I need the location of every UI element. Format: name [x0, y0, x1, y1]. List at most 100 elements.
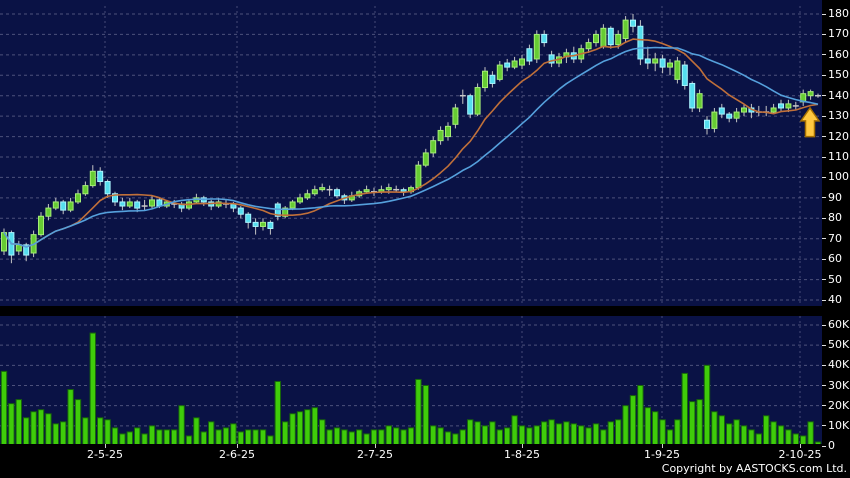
price-axis-label-text: 150 [828, 68, 849, 82]
price-axis-label-text: 70 [828, 231, 842, 245]
candle-down [718, 107, 725, 115]
volume-bar [585, 427, 592, 444]
volume-chart [0, 316, 822, 444]
price-axis-label: 150 [822, 68, 849, 81]
volume-bar [785, 429, 792, 444]
volume-bar [259, 429, 267, 444]
price-axis-label-text: 80 [828, 211, 842, 225]
volume-bar [178, 405, 185, 444]
candle-down [644, 58, 651, 64]
volume-axis-label: 40K [822, 358, 849, 371]
candle-up [482, 70, 488, 89]
volume-bar [289, 413, 296, 444]
price-axis-label: 90 [822, 191, 842, 204]
price-axis-label: 130 [822, 109, 849, 122]
volume-bar [385, 425, 393, 444]
volume-bar [452, 433, 459, 444]
volume-bar [674, 419, 681, 444]
axis-tick-mark [822, 425, 826, 427]
date-label: 1-8-25 [504, 448, 540, 461]
axis-tick-mark [822, 324, 826, 326]
candle-up [319, 187, 326, 191]
volume-axis-label-text: 0 [828, 439, 835, 452]
candle-down [541, 33, 548, 44]
volume-bar [726, 423, 733, 444]
axis-tick-mark [822, 405, 826, 407]
volume-bar [245, 429, 252, 444]
volume-bar [200, 431, 208, 444]
volume-bar [252, 429, 259, 444]
volume-axis-label-text: 10K [828, 418, 850, 432]
volume-bar [622, 405, 629, 444]
volume-bar [141, 433, 148, 444]
candle-down [630, 19, 636, 27]
volume-bar [267, 435, 274, 444]
volume-bar [319, 419, 326, 444]
price-axis-label-text: 90 [828, 190, 842, 204]
date-label: 1-9-25 [644, 448, 680, 461]
price-axis-label: 80 [822, 211, 842, 224]
price-axis-label: 120 [822, 130, 849, 143]
price-axis-label-text: 50 [828, 272, 842, 286]
volume-bar [689, 401, 696, 444]
volume-bar [770, 421, 777, 444]
volume-bar [215, 429, 222, 444]
volume-bar [230, 423, 237, 444]
price-axis-label-text: 170 [828, 27, 849, 41]
date-label: 2-7-25 [357, 448, 393, 461]
volume-bar [60, 421, 67, 444]
date-tick-mark [662, 444, 663, 448]
candle-up [75, 193, 81, 203]
volume-bar [222, 427, 230, 444]
volume-bar [104, 419, 111, 444]
volume-bar [348, 431, 356, 444]
candle-up [1, 232, 7, 252]
candle-up [452, 107, 459, 125]
price-axis-label-text: 110 [828, 150, 849, 163]
volume-bar [696, 399, 703, 444]
volume-bar [400, 429, 407, 444]
volume-bar [326, 429, 333, 444]
candle-up [711, 111, 718, 129]
candle-up [297, 197, 303, 203]
candle-up [385, 187, 392, 191]
candle-down [704, 119, 710, 129]
candle-down [274, 203, 281, 217]
volume-bar [615, 419, 622, 444]
candle-down [681, 64, 688, 86]
axis-tick-mark [822, 54, 826, 56]
candle-up [415, 164, 422, 189]
volume-bar [74, 399, 82, 444]
candle-down [467, 95, 474, 115]
volume-bar [163, 429, 171, 444]
volume-bar [148, 425, 156, 444]
volume-bar [237, 431, 245, 444]
volume-axis-label-text: 20K [828, 398, 850, 412]
volume-bar [333, 427, 341, 444]
volume-bar [703, 364, 711, 444]
candle-up [519, 58, 525, 66]
candle-up [126, 201, 133, 207]
volume-bar [526, 427, 533, 444]
volume-bar [274, 380, 282, 444]
volume-bar [378, 429, 385, 444]
volume-bar [208, 421, 215, 444]
candle-down [726, 113, 733, 119]
candle-up [260, 221, 266, 227]
candle-down [23, 244, 30, 256]
candle-up [437, 129, 444, 142]
candle-up [615, 33, 622, 46]
candle-down [689, 82, 696, 109]
volume-axis-label-text: 40K [828, 358, 850, 372]
candle-down [637, 25, 644, 60]
volume-bar [555, 423, 563, 444]
candle-up [430, 140, 437, 154]
candle-down [607, 27, 614, 46]
axis-tick-mark [822, 95, 826, 97]
candle-up [15, 244, 22, 252]
volume-bar [578, 425, 585, 444]
candle-up [585, 42, 592, 50]
volume-bar [30, 411, 37, 444]
axis-tick-mark [822, 238, 826, 240]
